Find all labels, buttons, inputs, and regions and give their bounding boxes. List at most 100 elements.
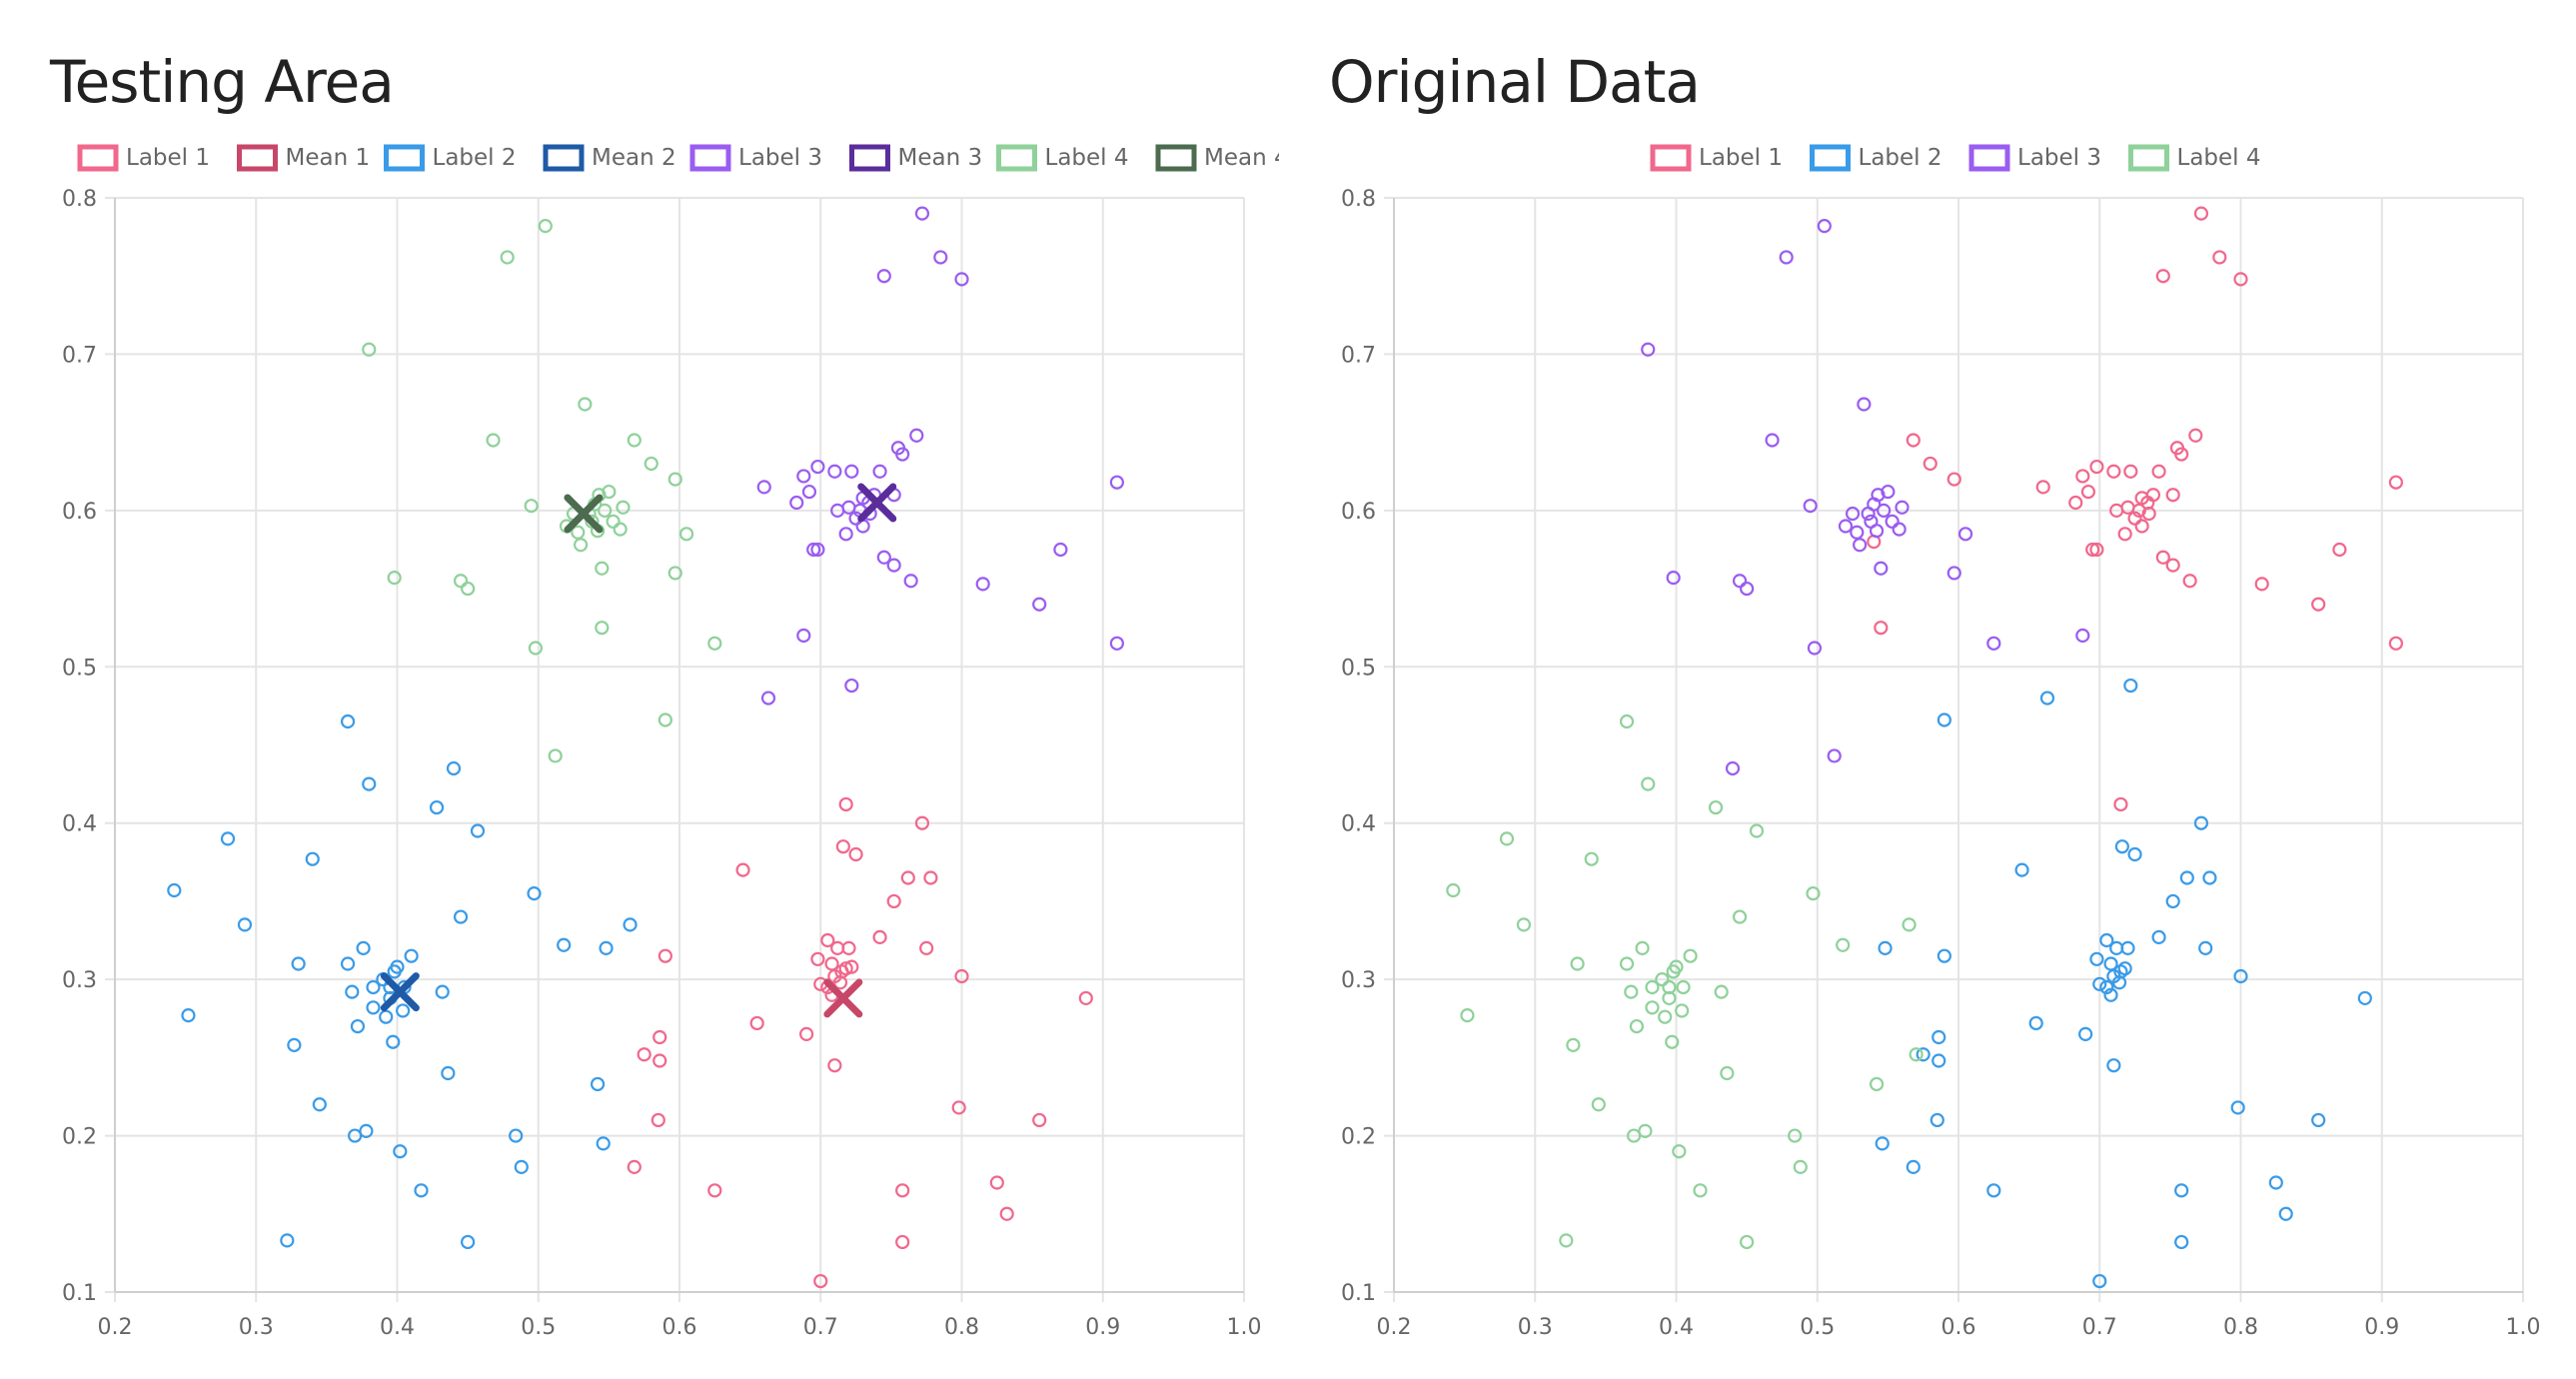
data-point bbox=[500, 250, 515, 265]
data-point bbox=[806, 542, 821, 558]
x-tick-label: 0.3 bbox=[239, 1315, 274, 1340]
data-point bbox=[509, 1128, 524, 1143]
data-point bbox=[2151, 464, 2166, 479]
y-tick-label: 0.1 bbox=[1341, 1281, 1376, 1306]
x-tick-label: 0.8 bbox=[944, 1315, 979, 1340]
data-point bbox=[1566, 1037, 1581, 1052]
legend-label: Mean 4 bbox=[1204, 145, 1279, 171]
data-point bbox=[1932, 1053, 1946, 1068]
data-point bbox=[796, 628, 811, 644]
data-point bbox=[595, 561, 610, 576]
data-point bbox=[404, 948, 419, 963]
original-data-panel: Original Data 0.2 0.3 0.4 0.5 0.6 0.7 0.8 0.9 1.… bbox=[1279, 0, 2558, 1379]
data-point bbox=[1906, 433, 1921, 448]
data-point bbox=[954, 272, 969, 287]
data-point bbox=[1946, 472, 1961, 487]
x-tick-label: 0.9 bbox=[2364, 1315, 2399, 1340]
data-point bbox=[989, 1175, 1004, 1190]
x-tick-label: 0.4 bbox=[380, 1315, 415, 1340]
data-point bbox=[1460, 1008, 1475, 1023]
data-point bbox=[1655, 972, 1670, 987]
data-point bbox=[461, 1234, 476, 1250]
data-point bbox=[602, 484, 617, 500]
data-point bbox=[2080, 484, 2096, 500]
data-point bbox=[1878, 940, 1893, 955]
data-point bbox=[667, 566, 682, 581]
legend-label: Label 3 bbox=[738, 145, 822, 171]
data-point bbox=[820, 932, 835, 948]
data-point bbox=[1930, 1112, 1944, 1128]
legend-item-mean-1: Mean 1 bbox=[237, 144, 370, 172]
data-point bbox=[2089, 459, 2104, 475]
data-point bbox=[379, 1009, 394, 1024]
data-point bbox=[345, 984, 360, 999]
data-point bbox=[291, 956, 306, 971]
y-tick-label: 0.6 bbox=[62, 500, 97, 525]
data-point bbox=[954, 968, 969, 984]
data-point bbox=[356, 940, 371, 955]
data-point bbox=[1109, 636, 1124, 651]
data-point bbox=[2357, 990, 2372, 1006]
y-tick-label: 0.6 bbox=[1341, 500, 1376, 525]
data-point bbox=[637, 1047, 651, 1062]
data-point bbox=[900, 870, 915, 885]
data-point bbox=[2165, 488, 2180, 503]
data-point bbox=[2089, 542, 2104, 558]
legend-swatch bbox=[1810, 144, 1851, 172]
data-point bbox=[2233, 968, 2248, 984]
data-point bbox=[810, 951, 825, 966]
data-point bbox=[1957, 527, 1973, 542]
data-point bbox=[598, 503, 613, 518]
data-point bbox=[848, 846, 863, 862]
data-point bbox=[1869, 1076, 1885, 1092]
data-point bbox=[2120, 500, 2135, 515]
data-point bbox=[2311, 1112, 2326, 1128]
data-point bbox=[1806, 886, 1821, 901]
y-tick-label: 0.8 bbox=[1341, 187, 1376, 212]
legend-item-label-1: Label 1 bbox=[1650, 144, 1783, 172]
data-point bbox=[923, 870, 938, 885]
y-tick-label: 0.4 bbox=[62, 812, 97, 837]
data-point bbox=[1645, 979, 1660, 995]
data-point bbox=[2165, 558, 2180, 573]
data-point bbox=[1838, 519, 1854, 534]
data-point bbox=[1675, 1003, 1690, 1018]
data-point bbox=[2127, 511, 2142, 526]
legend-swatch bbox=[689, 144, 731, 172]
legend-swatch bbox=[237, 144, 278, 172]
data-point bbox=[1877, 503, 1892, 518]
x-tick-label: 0.5 bbox=[521, 1315, 556, 1340]
data-point bbox=[340, 713, 356, 729]
data-point bbox=[1693, 1183, 1708, 1198]
data-point bbox=[2134, 519, 2149, 534]
data-point bbox=[1446, 882, 1461, 898]
data-point bbox=[386, 1034, 401, 1049]
data-point bbox=[2202, 870, 2217, 885]
data-point bbox=[855, 519, 870, 534]
data-point bbox=[453, 909, 469, 924]
data-point bbox=[461, 581, 476, 597]
data-point bbox=[838, 796, 853, 812]
data-point bbox=[1658, 1009, 1673, 1024]
series-label-2 bbox=[1875, 678, 2372, 1289]
data-point bbox=[396, 1003, 411, 1018]
data-point bbox=[650, 1112, 665, 1128]
data-point bbox=[366, 979, 381, 995]
x-tick-label: 0.6 bbox=[1941, 1315, 1976, 1340]
data-point bbox=[827, 464, 842, 479]
legend-label: Mean 2 bbox=[592, 145, 676, 171]
data-point bbox=[2145, 488, 2161, 503]
data-point bbox=[2068, 495, 2083, 511]
legend-swatch bbox=[849, 144, 890, 172]
data-point bbox=[578, 397, 593, 412]
data-point bbox=[2078, 1026, 2093, 1041]
data-point bbox=[1732, 574, 1748, 589]
data-point bbox=[975, 577, 990, 592]
data-point bbox=[824, 956, 839, 971]
x-tick-label: 0.2 bbox=[98, 1315, 133, 1340]
data-point bbox=[2114, 839, 2129, 854]
y-tick-label: 0.7 bbox=[1341, 343, 1376, 368]
data-point bbox=[1635, 940, 1650, 955]
data-point bbox=[1793, 1159, 1808, 1174]
data-point bbox=[2089, 951, 2104, 966]
